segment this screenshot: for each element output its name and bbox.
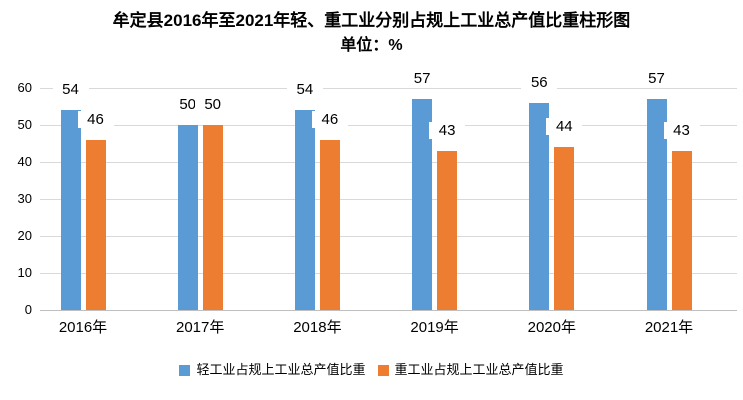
y-axis-tick-label: 30	[17, 191, 32, 206]
bar-value-label: 43	[429, 121, 466, 139]
gridline	[40, 236, 737, 237]
chart-title: 牟定县2016年至2021年轻、重工业分别占规上工业总产值比重柱形图	[112, 11, 631, 30]
bar	[85, 139, 106, 310]
bar	[529, 102, 550, 310]
x-axis-label: 2016年	[58, 319, 108, 336]
gridline	[40, 199, 737, 200]
bar	[319, 139, 340, 310]
y-axis-tick-label: 10	[17, 265, 32, 280]
bar-value-label: 54	[52, 81, 89, 99]
bar	[437, 150, 458, 310]
gridline	[40, 273, 737, 274]
bar	[646, 99, 667, 310]
gridline	[40, 162, 737, 163]
legend: 轻工业占规上工业总产值比重 重工业占规上工业总产值比重	[0, 361, 743, 379]
bar	[554, 147, 575, 310]
bar-value-label: 54	[286, 81, 323, 99]
x-axis-label: 2019年	[410, 319, 459, 336]
y-axis-tick-label: 20	[17, 228, 32, 243]
bar	[202, 125, 223, 310]
x-axis-label: 2021年	[644, 319, 694, 336]
bar	[294, 110, 315, 310]
x-axis-line	[40, 310, 737, 311]
bar	[60, 110, 81, 310]
bar-value-label: 46	[77, 110, 114, 128]
bar-value-label: 57	[638, 70, 675, 88]
bar-value-label: 56	[521, 73, 558, 91]
bar	[177, 125, 198, 310]
y-axis-tick-label: 40	[17, 154, 32, 169]
bar-value-label: 44	[546, 118, 583, 136]
legend-item: 轻工业占规上工业总产值比重	[179, 361, 366, 379]
legend-label: 轻工业占规上工业总产值比重	[196, 362, 366, 377]
legend-label: 重工业占规上工业总产值比重	[394, 362, 564, 377]
y-axis-tick-label: 60	[17, 80, 32, 95]
chart-subtitle: 单位：%	[340, 37, 403, 54]
y-axis-tick-label: 50	[17, 117, 32, 132]
legend-marker-icon	[377, 364, 389, 376]
bar	[412, 99, 433, 310]
bar-value-label: 50	[194, 96, 231, 113]
legend-item: 重工业占规上工业总产值比重	[377, 361, 564, 379]
bar-value-label: 57	[404, 70, 441, 88]
bar	[671, 150, 692, 310]
gridline	[40, 88, 737, 89]
x-axis-label: 2017年	[176, 319, 225, 336]
bar-value-label: 43	[663, 121, 700, 139]
bar-value-label: 46	[311, 110, 348, 128]
y-axis-tick-label: 0	[24, 302, 32, 317]
gridline	[40, 125, 737, 126]
x-axis-label: 2020年	[527, 319, 576, 336]
legend-marker-icon	[179, 364, 191, 376]
x-axis-label: 2018年	[293, 319, 342, 336]
